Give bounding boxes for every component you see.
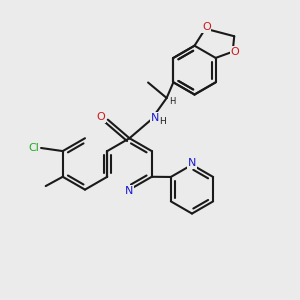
Text: O: O xyxy=(97,112,105,122)
Text: H: H xyxy=(160,117,166,126)
Text: O: O xyxy=(230,47,239,57)
Text: N: N xyxy=(125,186,134,196)
Text: Cl: Cl xyxy=(29,143,40,153)
Text: N: N xyxy=(151,113,159,123)
Text: N: N xyxy=(188,158,196,168)
Text: O: O xyxy=(202,22,211,32)
Text: H: H xyxy=(169,97,175,106)
